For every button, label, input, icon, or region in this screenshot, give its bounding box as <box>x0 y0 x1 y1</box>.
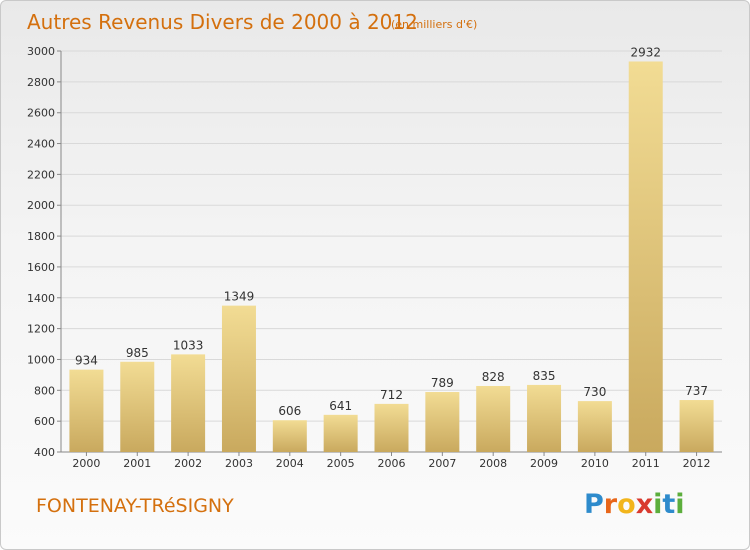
bar <box>272 420 307 452</box>
y-tick-label: 2200 <box>27 168 55 181</box>
chart-unit: (en milliers d'€) <box>391 18 478 31</box>
y-tick-label: 1200 <box>27 323 55 336</box>
bar <box>628 61 663 452</box>
y-tick-label: 400 <box>34 446 55 459</box>
logo-letter: i <box>653 489 663 520</box>
commune-name: FONTENAY-TRéSIGNY <box>36 495 234 517</box>
bar <box>120 361 155 452</box>
y-tick-label: 2600 <box>27 107 55 120</box>
x-tick-label: 2009 <box>530 457 558 470</box>
proxiti-logo: Proxiti <box>584 489 685 520</box>
bar-value-label: 789 <box>431 376 454 390</box>
y-tick-label: 2800 <box>27 76 55 89</box>
bar <box>221 305 256 452</box>
bar-value-label: 641 <box>329 399 352 413</box>
bar-value-label: 828 <box>482 370 505 384</box>
x-tick-label: 2004 <box>276 457 304 470</box>
bar-value-label: 2932 <box>630 45 661 59</box>
x-tick-label: 2010 <box>581 457 609 470</box>
logo-letter: r <box>603 489 618 520</box>
x-tick-label: 2007 <box>428 457 456 470</box>
logo-letter: x <box>635 489 654 520</box>
y-tick-label: 1800 <box>27 230 55 243</box>
bar-value-label: 985 <box>126 346 149 360</box>
y-tick-label: 1400 <box>27 292 55 305</box>
bar-value-label: 934 <box>75 354 98 368</box>
bar-value-label: 1033 <box>173 338 204 352</box>
bar-value-label: 1349 <box>224 290 255 304</box>
bar <box>476 385 511 452</box>
y-tick-label: 800 <box>34 384 55 397</box>
logo-letter: o <box>617 489 636 520</box>
y-tick-label: 600 <box>34 415 55 428</box>
x-tick-label: 2006 <box>378 457 406 470</box>
bar <box>69 369 104 452</box>
x-tick-label: 2000 <box>72 457 100 470</box>
x-tick-label: 2005 <box>327 457 355 470</box>
logo-letter: P <box>584 489 604 520</box>
y-tick-label: 2400 <box>27 138 55 151</box>
bar <box>171 354 206 452</box>
bar <box>577 401 612 452</box>
x-tick-label: 2002 <box>174 457 202 470</box>
logo-letter: i <box>675 489 685 520</box>
y-tick-label: 3000 <box>27 45 55 58</box>
y-tick-label: 1600 <box>27 261 55 274</box>
y-tick-label: 1000 <box>27 353 55 366</box>
chart-title: Autres Revenus Divers de 2000 à 2012 <box>27 10 418 34</box>
x-tick-label: 2012 <box>683 457 711 470</box>
bar-value-label: 712 <box>380 388 403 402</box>
x-tick-label: 2008 <box>479 457 507 470</box>
bar-value-label: 737 <box>685 384 708 398</box>
bar <box>679 400 714 452</box>
bar <box>425 392 460 452</box>
logo-letter: t <box>662 489 676 520</box>
bar-value-label: 606 <box>278 404 301 418</box>
bar <box>323 414 358 452</box>
y-tick-label: 2000 <box>27 199 55 212</box>
bar <box>374 403 409 452</box>
x-tick-label: 2011 <box>632 457 660 470</box>
x-tick-label: 2003 <box>225 457 253 470</box>
x-tick-label: 2001 <box>123 457 151 470</box>
bar <box>527 384 562 452</box>
bar-value-label: 835 <box>533 369 556 383</box>
bar-value-label: 730 <box>583 385 606 399</box>
